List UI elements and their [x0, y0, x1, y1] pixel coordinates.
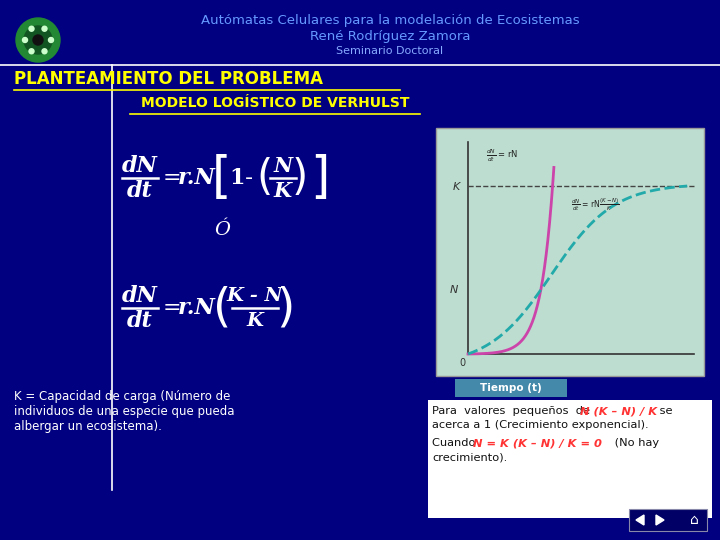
Text: =: = — [163, 298, 181, 318]
Text: [: [ — [212, 154, 232, 202]
Circle shape — [24, 26, 52, 54]
Circle shape — [29, 26, 34, 31]
Circle shape — [37, 21, 53, 37]
Text: PLANTEAMIENTO DEL PROBLEMA: PLANTEAMIENTO DEL PROBLEMA — [14, 70, 323, 88]
Text: ⌂: ⌂ — [690, 513, 698, 527]
FancyBboxPatch shape — [436, 128, 704, 376]
Text: N = K (K – N) / K = 0: N = K (K – N) / K = 0 — [473, 438, 602, 448]
Circle shape — [48, 37, 53, 43]
Circle shape — [33, 35, 43, 45]
Circle shape — [29, 49, 34, 54]
Text: Ó: Ó — [214, 221, 230, 239]
Text: acerca a 1 (Crecimiento exponencial).: acerca a 1 (Crecimiento exponencial). — [432, 420, 649, 430]
Text: K: K — [274, 181, 292, 201]
Text: MODELO LOGÍSTICO DE VERHULST: MODELO LOGÍSTICO DE VERHULST — [140, 96, 409, 110]
Circle shape — [22, 37, 27, 43]
Text: (: ( — [257, 157, 273, 199]
Text: r.N: r.N — [178, 297, 216, 319]
Text: =: = — [163, 168, 181, 188]
Circle shape — [42, 26, 47, 31]
Text: ]: ] — [310, 154, 330, 202]
Text: 0: 0 — [459, 358, 465, 368]
Text: $\frac{dN}{dt}$ = rN$\frac{(K-N)}{K}$: $\frac{dN}{dt}$ = rN$\frac{(K-N)}{K}$ — [571, 196, 620, 213]
Text: (: ( — [213, 286, 231, 330]
Text: N (K – N) / K: N (K – N) / K — [580, 406, 657, 416]
Text: -: - — [245, 168, 253, 188]
Text: ): ) — [276, 286, 294, 330]
Text: Para  valores  pequeños  de: Para valores pequeños de — [432, 406, 593, 416]
Text: (No hay: (No hay — [611, 438, 659, 448]
Circle shape — [37, 43, 53, 59]
Circle shape — [24, 43, 40, 59]
Text: crecimiento).: crecimiento). — [432, 452, 508, 462]
Text: 1: 1 — [229, 167, 245, 189]
Circle shape — [42, 49, 47, 54]
FancyBboxPatch shape — [455, 379, 567, 397]
Polygon shape — [636, 515, 644, 525]
Text: dt: dt — [127, 310, 153, 332]
Text: K - N: K - N — [227, 287, 283, 305]
Text: $\frac{dN}{dt}$ = rN: $\frac{dN}{dt}$ = rN — [486, 148, 518, 164]
Circle shape — [16, 18, 60, 62]
Polygon shape — [656, 515, 664, 525]
Text: r.N: r.N — [178, 167, 216, 189]
Circle shape — [24, 21, 40, 37]
Text: dN: dN — [122, 155, 158, 177]
Text: K: K — [452, 182, 459, 192]
Text: Cuando: Cuando — [432, 438, 482, 448]
Circle shape — [43, 32, 59, 48]
Text: N: N — [450, 285, 458, 295]
Text: N: N — [274, 156, 292, 176]
Text: dN: dN — [122, 285, 158, 307]
Text: Autómatas Celulares para la modelación de Ecosistemas: Autómatas Celulares para la modelación d… — [201, 14, 580, 27]
Text: René Rodríguez Zamora: René Rodríguez Zamora — [310, 30, 470, 43]
Text: ): ) — [292, 157, 308, 199]
Text: dt: dt — [127, 180, 153, 202]
Text: individuos de una especie que pueda: individuos de una especie que pueda — [14, 405, 235, 418]
Text: albergar un ecosistema).: albergar un ecosistema). — [14, 420, 162, 433]
FancyBboxPatch shape — [629, 509, 707, 531]
FancyBboxPatch shape — [428, 400, 712, 518]
Text: K = Capacidad de carga (Número de: K = Capacidad de carga (Número de — [14, 390, 230, 403]
Text: Tiempo (t): Tiempo (t) — [480, 383, 542, 393]
Text: se: se — [656, 406, 672, 416]
Text: Seminario Doctoral: Seminario Doctoral — [336, 46, 444, 56]
Text: K: K — [246, 312, 264, 330]
Circle shape — [17, 32, 33, 48]
